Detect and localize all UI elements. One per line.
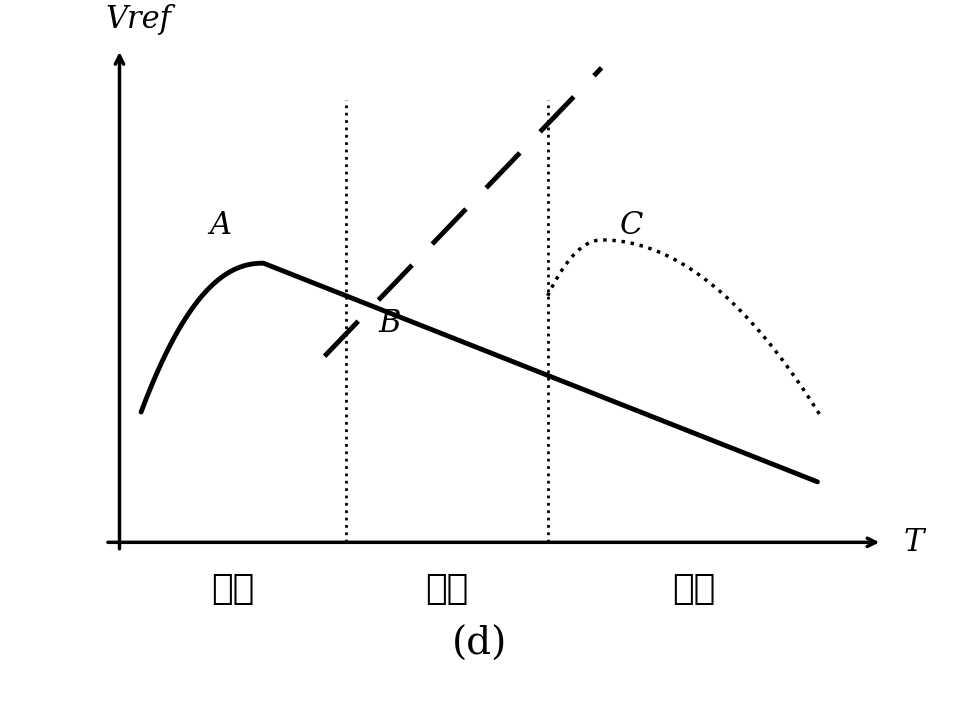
Text: C: C xyxy=(618,210,642,241)
Text: (d): (d) xyxy=(451,626,506,663)
Text: A: A xyxy=(209,210,231,241)
Text: 中温: 中温 xyxy=(425,572,468,606)
Text: B: B xyxy=(378,308,400,339)
Text: 低温: 低温 xyxy=(211,572,254,606)
Text: T: T xyxy=(902,527,923,558)
Text: Vref: Vref xyxy=(105,4,171,35)
Text: 高温: 高温 xyxy=(671,572,714,606)
